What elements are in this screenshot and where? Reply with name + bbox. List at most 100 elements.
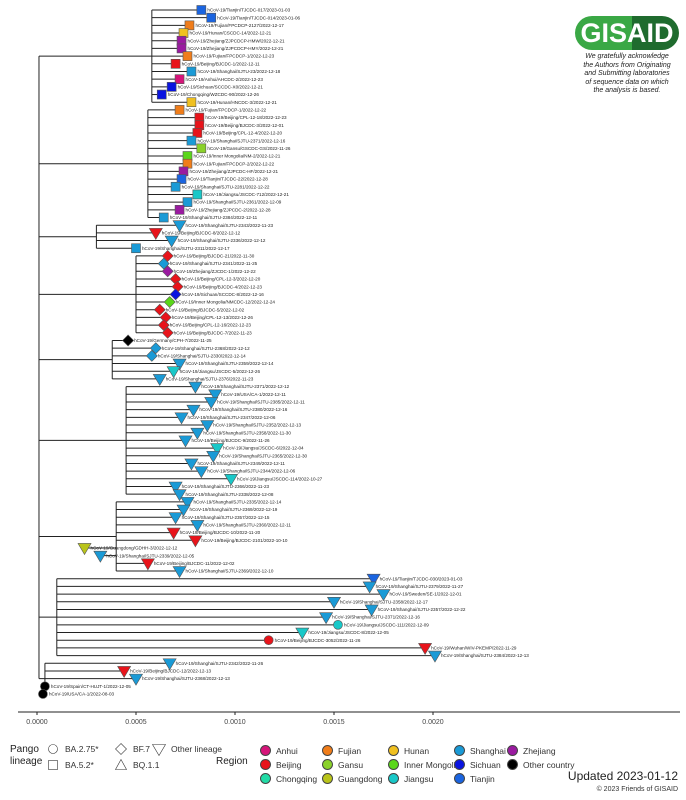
ack-line: of sequence data on which (585, 78, 669, 86)
tip-marker (172, 358, 187, 371)
tip-marker (184, 20, 195, 31)
region-legend-item: Hunan (388, 745, 429, 756)
region-color-swatch (260, 745, 271, 756)
tip-label: hCoV-19/Tianjin/TJCDC-030/2023-01-03 (380, 576, 463, 581)
tip-marker (210, 443, 225, 456)
tip-label: hCoV-19/Shanghai/SJTU-2366/2022-11-23 (182, 484, 270, 489)
tip-label: hCoV-19/USA/CA-1/2022-12-11 (221, 392, 286, 397)
region-legend-item: Other country (507, 759, 575, 770)
axis-tick-label: 0.0010 (224, 719, 246, 726)
lineage-legend-item: BF.7 (114, 742, 150, 756)
tip-marker (376, 589, 391, 602)
region-legend-title: Region (216, 756, 248, 767)
tip-label: hCoV-19/Beijing/BJCDC-5/2022-12-02 (166, 307, 245, 312)
tip-label: hCoV-19/Shanghai/SJTU-2347/2022-12-06 (188, 415, 276, 420)
tip-marker (333, 620, 343, 630)
tip-marker (188, 381, 203, 394)
tip-marker (153, 303, 166, 316)
tip-marker (161, 265, 174, 278)
tree-branches (38, 9, 435, 695)
lineage-legend-label: BA.5.2* (65, 760, 94, 770)
region-legend-label: Beijing (276, 759, 302, 770)
circle-icon (48, 744, 58, 754)
tip-label: hCoV-19/Shanghai/SJTU-2371/2022-12-12 (201, 384, 289, 389)
tip-marker (188, 535, 203, 548)
region-legend-label: Anhui (276, 745, 298, 756)
ack-line: the Authors from Originating (583, 61, 671, 69)
lineage-legend-item: Other lineage (152, 742, 222, 756)
phylogenetic-tree: hCoV-19/Tianjin/TJCDC-017/2023-01-03 hCoV… (18, 5, 680, 726)
tip-label: hCoV-19/Shanghai/SJTU-2380/2022-12-16 (199, 407, 287, 412)
tip-label: hCoV-19/Shanghai/SJTU-2342/2022-11-26 (176, 661, 264, 666)
tip-marker (326, 596, 342, 609)
tip-label: hCoV-19/Hunan/HNCDC-3/2022-12-21 (197, 100, 277, 105)
region-color-swatch (322, 773, 333, 784)
region-legend-label: Gansu (338, 759, 364, 770)
tip-marker (164, 235, 179, 248)
ack-line: We gratefully acknowledge (585, 53, 669, 60)
diamond-shape (115, 743, 127, 755)
region-color-swatch (454, 759, 465, 770)
tip-marker (172, 220, 187, 233)
tip-marker (172, 489, 187, 502)
tip-marker (174, 105, 185, 115)
tip-label: hCoV-19/Fujian/FPCDCP-1/2022-12-22 (186, 108, 267, 113)
tip-marker (418, 643, 433, 655)
tip-label: hCoV-19/Guangdong/GDHH-3/2022-12-12 (91, 546, 178, 551)
tip-marker (157, 257, 170, 270)
tip-label: hCoV-19/Beijing/BJCDC-1/2022-12-11 (182, 61, 260, 66)
triangle-up-shape (114, 758, 128, 770)
tip-label: hCoV-19/Jiangsu/JSCDC-5/2022-12-26 (180, 369, 261, 374)
tip-label: hCoV-19/Shanghai/SJTU-2343/2022-11-23 (186, 223, 274, 228)
tip-label: hCoV-19/Gansu/GSCDC-GS/2022-11-26 (207, 146, 291, 151)
tip-label: hCoV-19/Zhejiang/ZJPCDC-2/2022-12-28 (186, 207, 271, 212)
gisaid-logo: GISAID We gratefully acknowledge the Aut… (572, 16, 682, 96)
lineage-legend-title: Pango lineage (10, 744, 42, 768)
tip-marker (366, 573, 381, 586)
tip-label: hCoV-19/Shanghai/SJTU-2368/2022-12-13 (142, 676, 230, 681)
tip-marker (319, 612, 334, 625)
tip-label: hCoV-19/Wuhan/WIV-PKEMP/2022-11-29 (431, 645, 517, 650)
tip-label: hCoV-19/Fujian/FPCDCP-2/2022-12-22 (193, 161, 274, 166)
tip-label: hCoV-19/Shanghai/SJTU-2358/2022-12-17 (340, 599, 428, 604)
tip-marker (170, 181, 181, 192)
tip-marker (148, 228, 163, 240)
updated-date: Updated 2023-01-12 (567, 769, 678, 783)
tip-marker (128, 673, 144, 686)
tip-marker (122, 334, 135, 347)
tip-label: hCoV-19/Zhejiang/ZJCDC-1/2022-12-22 (174, 269, 256, 274)
tip-label: hCoV-19/Inner Mongolia/NM-2/2022-12-21 (193, 154, 280, 159)
region-color-swatch (454, 773, 465, 784)
tip-marker (192, 128, 203, 138)
tip-label: hCoV-19/Jiangsu/JSCDC-712/2022-12-21 (203, 192, 289, 197)
tip-marker (362, 581, 377, 594)
tip-marker (166, 366, 181, 379)
tip-label: hCoV-19/Shanghai/SJTU-2371/2022-12-16 (197, 138, 285, 143)
region-legend-item: Beijing (260, 759, 302, 770)
region-legend-label: Tianjin (470, 773, 495, 784)
region-legend-item: Guangdong (322, 773, 382, 784)
tip-marker (176, 504, 191, 517)
region-legend-label: Shanghai (470, 745, 506, 756)
region-legend-label: Other country (523, 759, 575, 770)
axis-tick-label: 0.0000 (26, 719, 48, 726)
tip-marker (196, 143, 207, 154)
tip-marker (186, 135, 197, 146)
tip-label: hCoV-19/Sichuan/SCCDC-8/2022-12-16 (182, 292, 265, 297)
tip-label: hCoV-19/Beijing/BJCDC-21/2022-11-30 (174, 254, 255, 259)
tip-marker (263, 635, 274, 646)
tip-label: hCoV-19/Shanghai/SJTU-2385/2022-12-11 (217, 400, 305, 405)
tip-label: hCoV-19/Shanghai/SJTU-2360/2022-12-11 (203, 523, 291, 528)
region-legend-item: Chongqing (260, 773, 317, 784)
tip-marker (190, 427, 205, 440)
tip-label: hCoV-19/Shanghai/SJTU-2369/2022-12-19 (190, 507, 278, 512)
tip-label: hCoV-19/Beijing/CPL-12-4/2022-12-20 (203, 131, 282, 136)
tip-label: hCoV-19/Shanghai/SJTU-23/2022-12-18 (197, 69, 280, 74)
region-color-swatch (260, 759, 271, 770)
tip-label: hCoV-19/Shanghai/SJTU-2365/2022-12-30 (219, 453, 307, 458)
square-shape (48, 760, 58, 770)
tip-label: hCoV-19/Shanghai/SJTU-2281/2022-12-22 (182, 184, 270, 189)
tip-marker (184, 458, 199, 471)
region-color-swatch (388, 745, 399, 756)
region-color-swatch (388, 773, 399, 784)
